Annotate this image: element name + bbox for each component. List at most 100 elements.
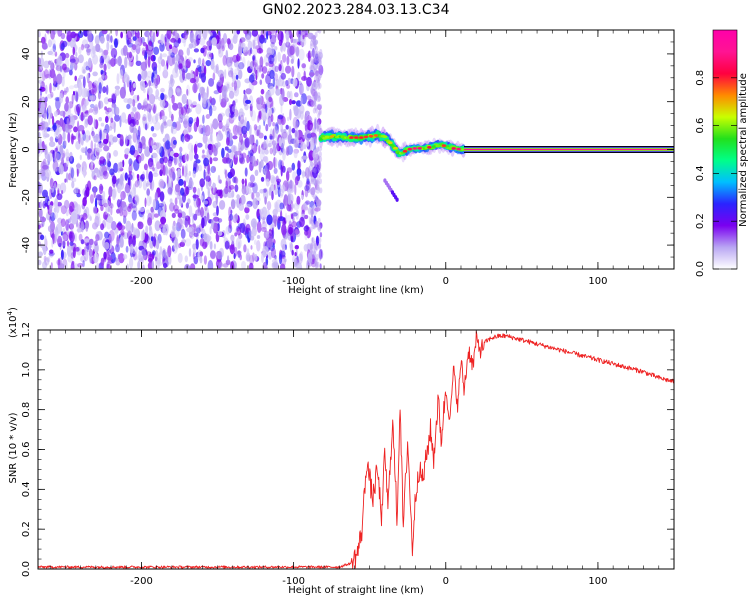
spectrogram-noise-cell	[224, 240, 230, 250]
spectrogram-noise-cell	[98, 55, 102, 64]
spectrogram-noise-cell	[64, 178, 67, 183]
spectrogram-noise-cell	[156, 31, 159, 38]
spectrogram-noise-cell	[76, 204, 82, 216]
spectrogram-noise-cell	[256, 240, 261, 252]
spectrogram-noise-cell	[58, 164, 64, 175]
spectrogram-noise-cell	[297, 71, 301, 80]
spectrogram-noise-cell	[124, 184, 131, 194]
spectrogram-noise-cell	[314, 207, 321, 212]
spectrogram-noise-cell	[291, 127, 296, 134]
spectrogram-noise-cell	[314, 118, 317, 130]
spectrogram-noise-cell	[318, 155, 321, 164]
spectrogram-noise-cell	[315, 46, 318, 52]
spectrogram-noise-cell	[317, 75, 321, 82]
spectrogram-noise-cell	[122, 45, 128, 57]
colorbar-tick-label: 0.6	[695, 118, 706, 134]
spectrogram-noise-cell	[315, 107, 318, 114]
y-tick-label: 40	[21, 48, 32, 61]
spectrogram-signal-peak	[441, 144, 447, 147]
spectrogram-noise-cell	[174, 208, 180, 214]
spectrogram-noise-cell	[180, 106, 187, 116]
spectrogram-noise-cell	[295, 209, 299, 220]
spectrogram-noise-cell	[84, 134, 90, 143]
spectrogram-noise-cell	[315, 52, 319, 58]
spectrogram-noise-cell	[110, 117, 114, 123]
spectrogram-noise-cell	[269, 184, 275, 193]
spectrogram-noise-cell	[78, 221, 82, 231]
spectrogram-noise-cell	[135, 120, 139, 126]
spectrogram-noise-cell	[122, 254, 128, 260]
spectrogram-noise-cell	[209, 250, 217, 260]
spectrogram-noise-cell	[63, 90, 67, 95]
spectrogram-noise-cell	[59, 65, 63, 73]
spectrogram-noise-cell	[173, 155, 178, 166]
spectrogram-steady-band	[464, 149, 674, 150]
spectrogram-noise-cell	[272, 213, 278, 224]
spectrogram-noise-cell	[98, 143, 103, 149]
spectrogram-noise-cell	[105, 116, 109, 123]
spectrogram-noise-cell	[261, 66, 268, 74]
spectrogram-noise-cell	[159, 191, 165, 202]
y-tick-label: 1.0	[21, 362, 32, 378]
snr-y-exponent: (x104)	[6, 307, 19, 338]
y-tick-label: 0.6	[21, 442, 32, 458]
spectrogram-noise-cell	[315, 72, 319, 79]
spectrogram-noise-cell	[53, 168, 58, 173]
spectrogram-noise-cell	[94, 240, 98, 246]
spectrogram-noise-cell	[74, 75, 77, 82]
spectrogram-noise-cell	[197, 142, 203, 148]
spectrogram-noise-cell	[129, 123, 134, 134]
spectrogram-noise-cell	[196, 197, 201, 208]
spectrogram-noise-cell	[158, 178, 165, 189]
spectrogram-noise-cell	[306, 133, 312, 139]
spectrogram-noise-cell	[124, 56, 128, 69]
spectrogram-noise-cell	[185, 186, 190, 195]
spectrogram-noise-cell	[53, 151, 59, 162]
spectrogram-noise-cell	[221, 125, 226, 132]
spectrogram-noise-cell	[57, 68, 63, 74]
spectrogram-noise-cell	[98, 183, 104, 195]
spectrogram-noise-cell	[271, 247, 276, 259]
spectrogram-noise-cell	[163, 121, 167, 126]
spectrogram-noise-cell	[170, 38, 177, 43]
spectrogram-noise-cell	[78, 133, 81, 145]
spectrogram-noise-cell	[94, 104, 99, 114]
spectrogram-noise-cell	[119, 236, 124, 248]
spectrogram-noise-cell	[205, 60, 212, 67]
spectrogram-noise-cell	[262, 168, 266, 175]
spectrogram-noise-cell	[216, 205, 219, 216]
spectrogram-noise-cell	[38, 124, 41, 131]
colorbar-gradient	[713, 30, 737, 269]
spectrogram-noise-cell	[83, 249, 89, 262]
spectrogram-noise-cell	[132, 245, 136, 255]
spectrogram-noise-cell	[114, 38, 118, 48]
spectrogram-noise-cell	[304, 214, 309, 220]
spectrogram-noise-cell	[265, 62, 269, 67]
spectrogram-noise-cell	[319, 72, 323, 79]
spectrogram-noise-cell	[311, 64, 314, 71]
spectrogram-noise-cell	[44, 257, 50, 266]
spectrogram-noise-cell	[308, 72, 315, 77]
spectrogram-signal-peak	[393, 146, 398, 150]
spectrogram-noise-cell	[112, 175, 117, 185]
spectrogram-noise-cell	[252, 182, 258, 194]
spectrogram-signal-cell	[433, 143, 439, 146]
spectrogram-noise-cell	[82, 131, 86, 142]
spectrogram-noise-cell	[280, 31, 284, 44]
spectrogram-noise-cell	[280, 72, 286, 80]
spectrogram-noise-cell	[175, 53, 180, 62]
spectrogram-noise-cell	[112, 187, 117, 199]
spectrogram-noise-cell	[255, 191, 260, 198]
spectrogram-noise-cell	[250, 218, 257, 229]
spectrogram-noise-cell	[101, 50, 108, 60]
spectrogram-noise-cell	[249, 47, 253, 55]
spectrogram-noise-cell	[300, 37, 307, 47]
spectrogram-noise-cell	[265, 138, 269, 148]
colorbar-frame	[712, 29, 738, 270]
spectrogram-noise-cell	[204, 171, 211, 178]
spectrogram-noise-cell	[253, 239, 257, 245]
spectrogram-noise-cell	[186, 88, 189, 96]
spectrogram-noise-cell	[117, 183, 122, 194]
spectrogram-noise-cell	[197, 205, 201, 214]
spectrogram-noise-cell	[66, 246, 70, 252]
